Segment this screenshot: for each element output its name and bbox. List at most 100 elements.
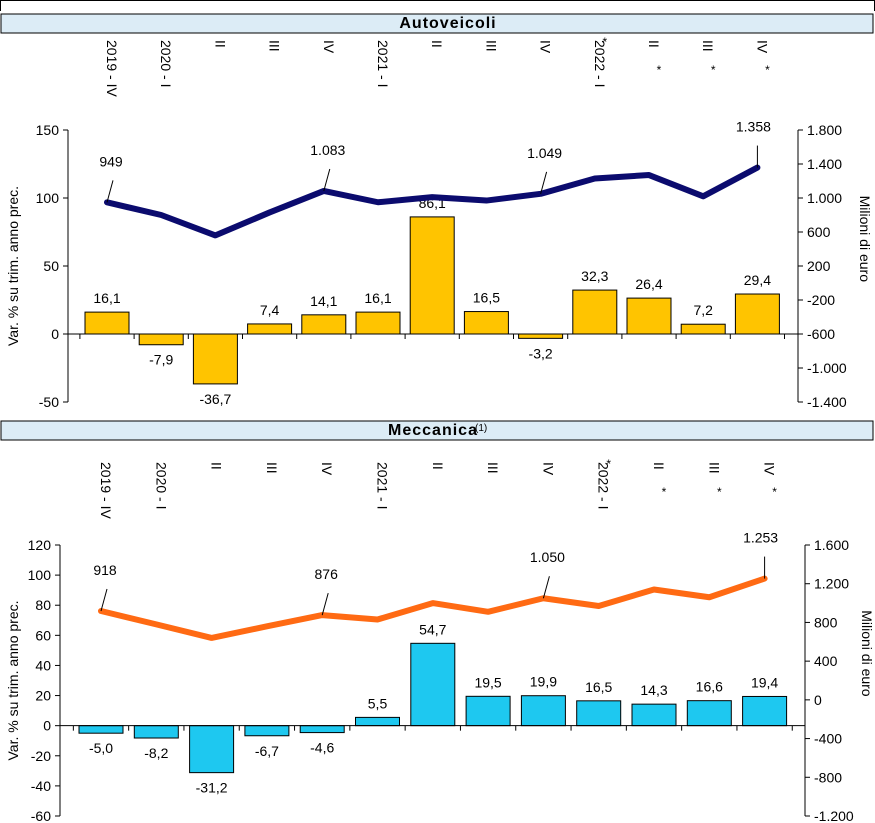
bar xyxy=(355,311,401,335)
bar-value-label: 14,3 xyxy=(640,682,667,698)
y-tick-label: 0 xyxy=(43,718,51,734)
y2-tick-label: 1.800 xyxy=(807,122,842,138)
bar-value-label: -5,0 xyxy=(89,740,113,756)
bar xyxy=(576,700,622,727)
x-category-label: IV xyxy=(754,40,770,54)
y2-tick-label: 200 xyxy=(807,258,831,274)
bar-value-label: 19,9 xyxy=(530,674,557,690)
y2-tick-label: 1.000 xyxy=(807,190,842,206)
line-value-label: 1.049 xyxy=(527,145,562,161)
bar xyxy=(518,333,564,339)
bar-value-label: -6,7 xyxy=(255,743,279,759)
y-tick-label: 60 xyxy=(35,627,51,643)
bar xyxy=(138,333,184,346)
y-tick-label: -20 xyxy=(31,748,51,764)
y2-tick-label: 1.600 xyxy=(814,537,849,553)
x-category-estimate-marker: * xyxy=(662,485,667,499)
y2-tick-label: 1.400 xyxy=(807,156,842,172)
bar xyxy=(686,700,732,727)
panel-header-band xyxy=(0,13,874,34)
bar-value-label: -8,2 xyxy=(144,745,168,761)
bar-value-label: 7,2 xyxy=(693,302,713,318)
bar xyxy=(247,323,293,335)
y-tick-label: 100 xyxy=(36,190,60,206)
line-series xyxy=(104,164,761,239)
y2-tick-label: -200 xyxy=(807,292,835,308)
bar-value-label: 29,4 xyxy=(744,272,771,288)
bar-value-label: -36,7 xyxy=(199,391,231,407)
bar-value-label: -4,6 xyxy=(310,740,334,756)
y-tick-label: 150 xyxy=(36,122,60,138)
x-category-estimate-marker: * xyxy=(606,457,611,471)
bar-value-label: 19,4 xyxy=(751,674,778,690)
bar-value-label: 16,6 xyxy=(696,679,723,695)
bar-value-label: 16,1 xyxy=(93,290,120,306)
x-category-label: II xyxy=(430,462,446,470)
line-value-label: 876 xyxy=(315,566,339,582)
x-category-estimate-marker: * xyxy=(717,485,722,499)
y2-tick-label: -600 xyxy=(807,326,835,342)
x-category-label: 2022 - I xyxy=(592,40,608,87)
bar xyxy=(410,642,456,727)
x-category-label: II xyxy=(646,40,662,48)
x-category-label: IV xyxy=(319,462,335,476)
y2-tick-label: -1.200 xyxy=(814,808,854,823)
line-value-label: 1.083 xyxy=(310,142,345,158)
bar-value-label: -3,2 xyxy=(529,345,553,361)
x-category-estimate-marker: * xyxy=(765,63,770,77)
bar-value-label: 7,4 xyxy=(260,302,280,318)
x-category-label: III xyxy=(483,40,499,52)
y2-tick-label: -1.400 xyxy=(807,394,847,410)
y2-tick-label: -800 xyxy=(814,769,842,785)
x-category-label: 2019 - IV xyxy=(98,462,114,519)
bar-value-label: -31,2 xyxy=(196,780,228,796)
bar xyxy=(301,314,347,335)
line-value-label: 1.253 xyxy=(743,530,778,546)
y-tick-label: -60 xyxy=(31,808,51,823)
x-category-label: II xyxy=(651,462,667,470)
y2-tick-label: 1.200 xyxy=(814,576,849,592)
bar xyxy=(631,703,677,727)
x-category-label: IV xyxy=(540,462,556,476)
bar xyxy=(680,323,726,335)
bar-value-label: 14,1 xyxy=(310,293,337,309)
x-category-label: 2019 - IV xyxy=(104,40,120,97)
bar xyxy=(84,311,130,335)
bar xyxy=(244,725,290,737)
bar xyxy=(355,716,400,727)
y-tick-label: 0 xyxy=(51,326,59,342)
bar xyxy=(742,695,788,727)
line-label-leader xyxy=(542,576,550,599)
line-value-label: 1.050 xyxy=(530,549,565,565)
x-category-label: III xyxy=(267,40,283,52)
bar-value-label: 26,4 xyxy=(635,276,662,292)
x-category-estimate-marker: * xyxy=(772,485,777,499)
y-tick-label: 120 xyxy=(28,537,52,553)
y2-tick-label: -400 xyxy=(814,731,842,747)
bar-value-label: 19,5 xyxy=(474,674,501,690)
chart-title: Meccanica xyxy=(388,422,478,439)
x-category-label: IV xyxy=(538,40,554,54)
bar xyxy=(626,297,672,335)
x-category-label: 2021 - I xyxy=(375,462,391,509)
x-category-estimate-marker: * xyxy=(657,63,662,77)
line-label-leader xyxy=(321,592,329,616)
x-category-label: 2020 - I xyxy=(153,462,169,509)
bar xyxy=(189,725,235,774)
x-category-label: IV xyxy=(762,462,778,476)
x-category-label: II xyxy=(429,40,445,48)
y2-tick-label: -1.000 xyxy=(807,360,847,376)
y2-tick-label: 600 xyxy=(807,224,831,240)
bar-value-label: 32,3 xyxy=(581,268,608,284)
bar-value-label: 16,1 xyxy=(364,290,391,306)
line-label-leader xyxy=(323,168,331,192)
x-category-label: III xyxy=(485,462,501,474)
bar xyxy=(299,725,345,734)
bar xyxy=(192,333,238,385)
y-tick-label: 80 xyxy=(35,597,51,613)
y2-axis-title: Milioni di euro xyxy=(857,196,873,283)
chart-title: Autoveicoli xyxy=(399,15,496,32)
bar xyxy=(572,289,618,335)
